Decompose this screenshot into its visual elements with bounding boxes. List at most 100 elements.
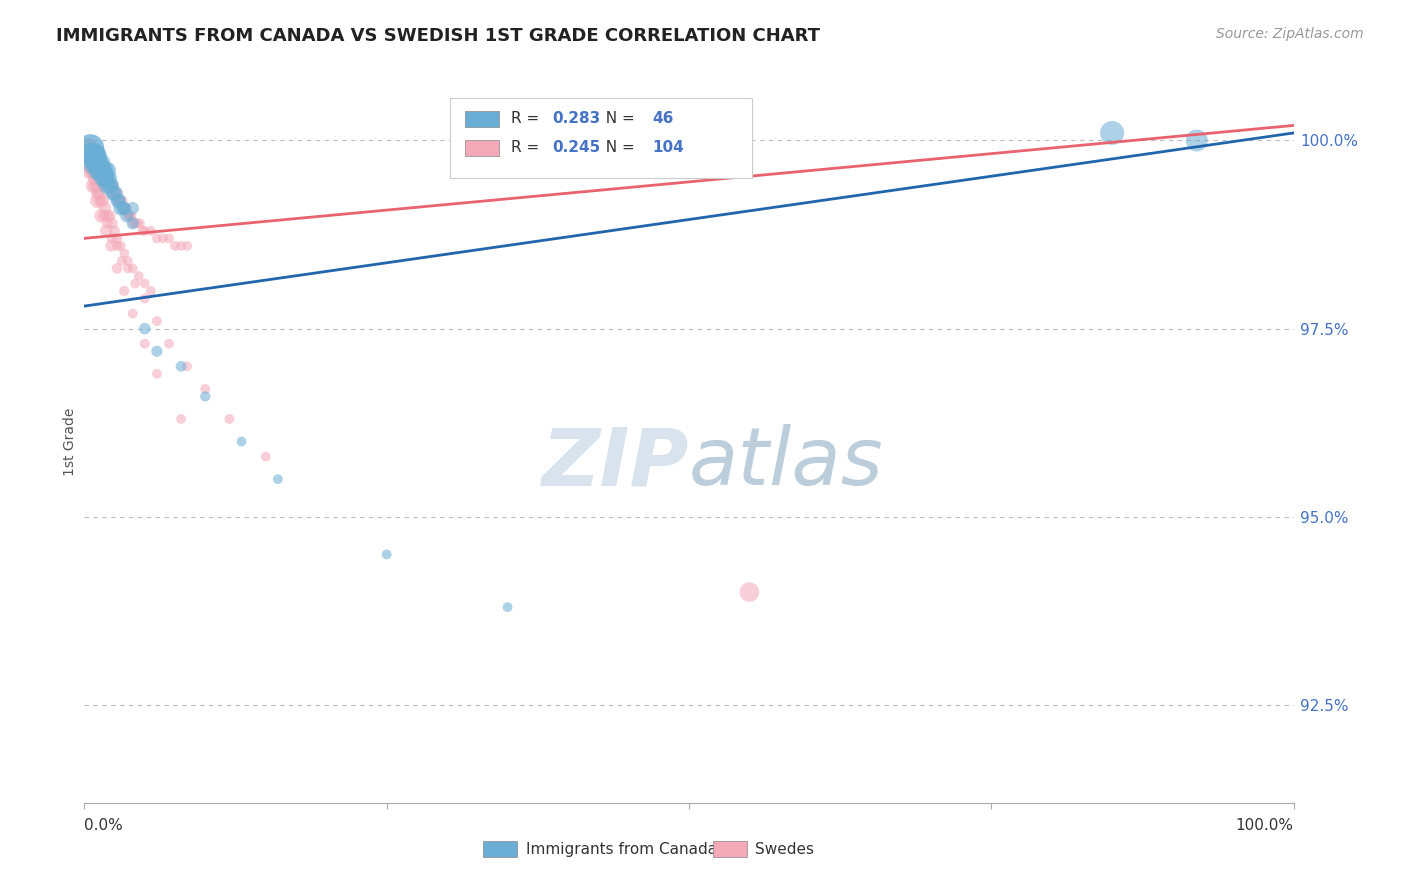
- Point: [86, 156, 108, 170]
- Point: [91, 194, 114, 208]
- Point: [157, 336, 180, 351]
- Point: [77, 141, 100, 155]
- Point: [1101, 126, 1123, 140]
- Point: [134, 336, 156, 351]
- Y-axis label: 1st Grade: 1st Grade: [63, 408, 77, 475]
- Point: [105, 239, 128, 253]
- Text: R =: R =: [512, 140, 544, 155]
- Point: [77, 148, 100, 162]
- Point: [98, 178, 121, 193]
- Point: [111, 194, 134, 208]
- Point: [96, 216, 118, 230]
- Text: N =: N =: [596, 112, 640, 126]
- Point: [93, 171, 115, 186]
- Point: [94, 171, 117, 186]
- Point: [121, 261, 143, 276]
- Point: [112, 201, 135, 215]
- Point: [91, 163, 114, 178]
- Point: [82, 148, 104, 162]
- Point: [86, 186, 108, 201]
- Point: [83, 156, 105, 170]
- Point: [165, 239, 187, 253]
- Point: [90, 209, 112, 223]
- Text: 0.0%: 0.0%: [84, 818, 124, 833]
- Point: [101, 216, 124, 230]
- Point: [131, 224, 153, 238]
- FancyBboxPatch shape: [450, 98, 752, 178]
- Point: [94, 171, 117, 186]
- Point: [118, 209, 141, 223]
- Point: [146, 344, 169, 359]
- Point: [134, 321, 156, 335]
- Point: [146, 231, 169, 245]
- Point: [170, 239, 193, 253]
- Text: 100.0%: 100.0%: [1236, 818, 1294, 833]
- Point: [100, 178, 122, 193]
- Point: [139, 284, 162, 298]
- Point: [101, 231, 124, 245]
- Point: [104, 224, 127, 238]
- Point: [176, 239, 198, 253]
- Point: [112, 284, 135, 298]
- Point: [110, 201, 132, 215]
- Point: [110, 239, 132, 253]
- Point: [105, 261, 128, 276]
- Point: [117, 254, 139, 268]
- Point: [94, 171, 117, 186]
- Point: [152, 231, 174, 245]
- Point: [267, 472, 290, 486]
- Point: [121, 307, 143, 321]
- Text: 104: 104: [652, 140, 685, 155]
- Point: [84, 178, 107, 193]
- Point: [79, 141, 101, 155]
- Point: [79, 156, 101, 170]
- Text: N =: N =: [596, 140, 640, 155]
- Text: R =: R =: [512, 112, 544, 126]
- Point: [157, 231, 180, 245]
- Point: [231, 434, 253, 449]
- Point: [79, 148, 101, 162]
- Point: [93, 171, 115, 186]
- Point: [112, 201, 135, 215]
- Text: atlas: atlas: [689, 425, 884, 502]
- Point: [89, 156, 111, 170]
- Point: [82, 163, 104, 178]
- Point: [105, 186, 128, 201]
- Point: [94, 201, 117, 215]
- Point: [146, 367, 169, 381]
- Point: [77, 141, 100, 155]
- Text: 46: 46: [652, 112, 673, 126]
- Point: [117, 209, 139, 223]
- Point: [121, 201, 143, 215]
- Point: [194, 389, 217, 403]
- Point: [104, 186, 127, 201]
- Point: [100, 178, 122, 193]
- Point: [82, 163, 104, 178]
- Point: [91, 163, 114, 178]
- Point: [115, 201, 138, 215]
- Point: [83, 178, 105, 193]
- Point: [121, 209, 143, 223]
- Point: [97, 171, 120, 186]
- Point: [103, 186, 125, 201]
- Point: [96, 209, 118, 223]
- Point: [115, 209, 138, 223]
- Point: [103, 186, 125, 201]
- Point: [79, 156, 101, 170]
- Point: [89, 186, 111, 201]
- Point: [117, 261, 139, 276]
- Point: [89, 163, 111, 178]
- Point: [89, 163, 111, 178]
- Point: [90, 163, 112, 178]
- Bar: [465, 140, 499, 156]
- Text: 0.283: 0.283: [553, 112, 600, 126]
- Point: [124, 277, 146, 291]
- Point: [84, 156, 107, 170]
- Point: [94, 171, 117, 186]
- Point: [170, 412, 193, 426]
- Point: [134, 224, 156, 238]
- Point: [114, 201, 136, 215]
- Point: [124, 216, 146, 230]
- Point: [129, 216, 152, 230]
- Point: [100, 239, 122, 253]
